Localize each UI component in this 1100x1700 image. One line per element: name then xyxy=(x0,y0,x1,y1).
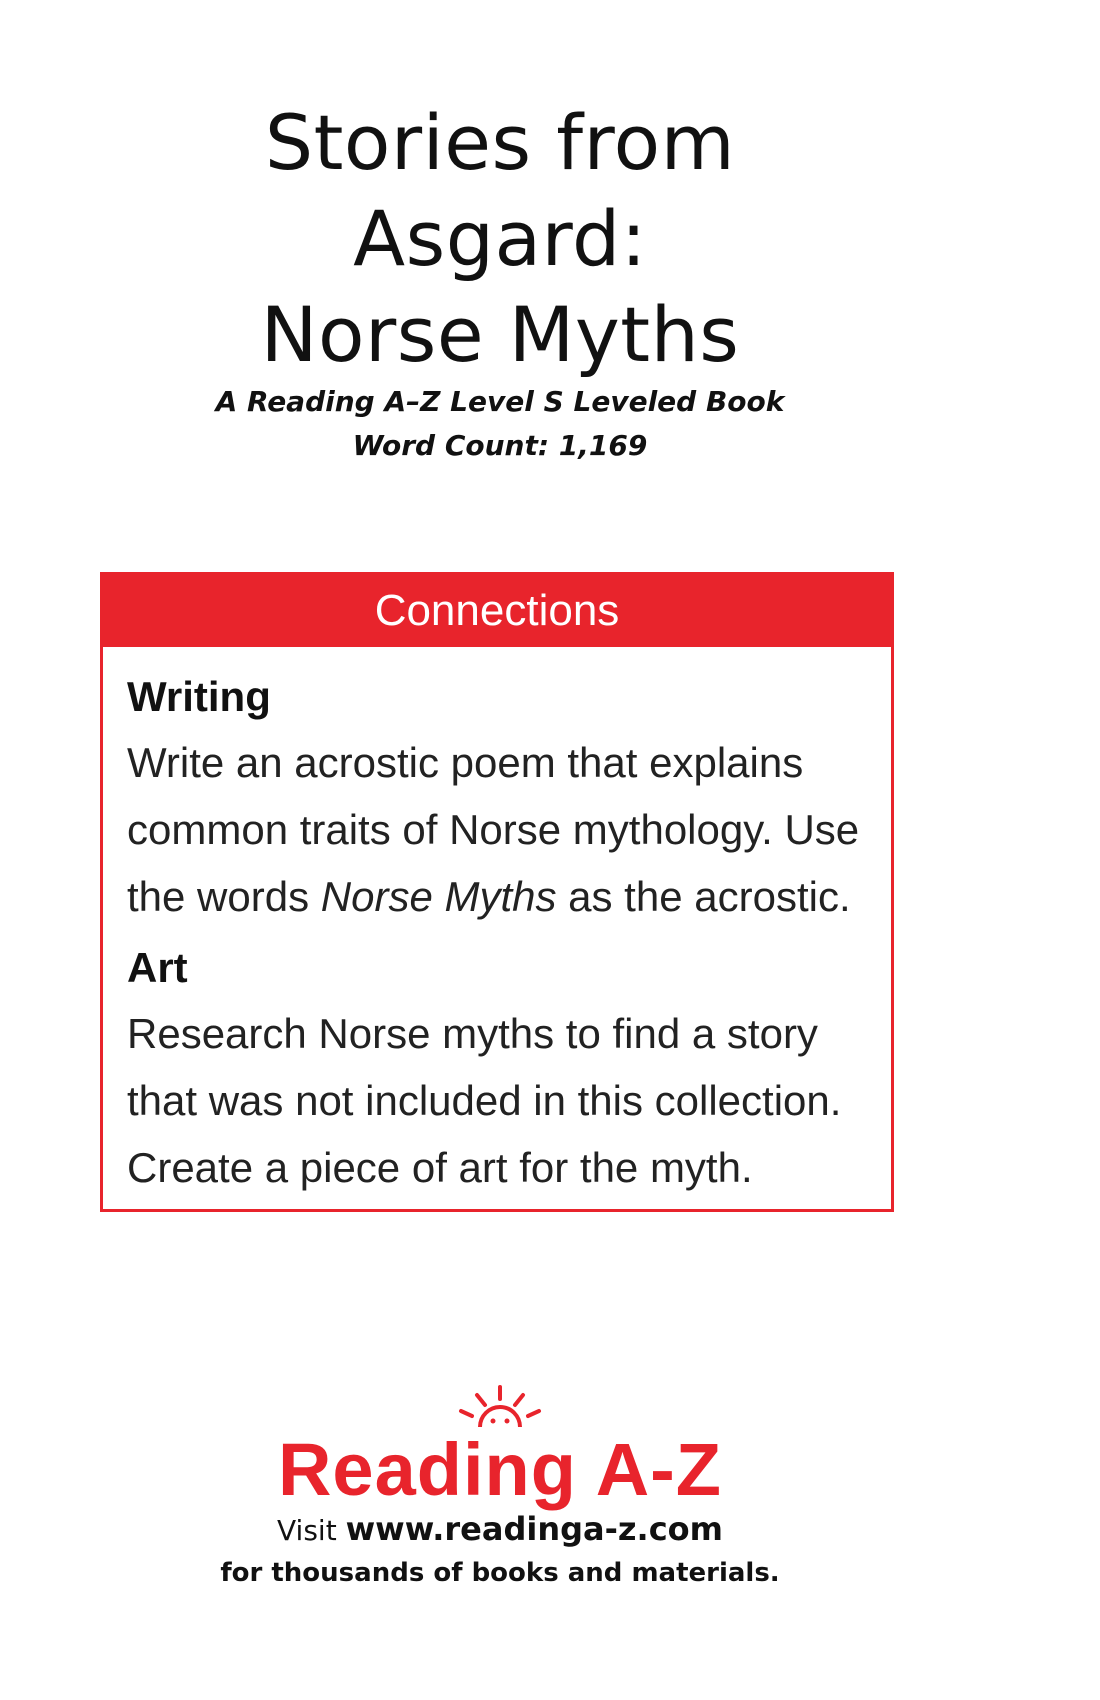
footer-tagline: for thousands of books and materials. xyxy=(220,1558,780,1588)
connections-body: Writing Write an acrostic poem that expl… xyxy=(103,647,891,1201)
writing-text-after: as the acrostic. xyxy=(556,873,851,920)
footer-url[interactable]: www.readinga-z.com xyxy=(345,1510,723,1548)
reading-az-logo: Reading A-Z xyxy=(100,1385,900,1515)
art-text: Research Norse myths to find a story tha… xyxy=(127,1010,842,1191)
writing-text-italic: Norse Myths xyxy=(320,873,557,920)
connections-box: Connections Writing Write an acrostic po… xyxy=(100,572,894,1212)
subtitle-block: A Reading A–Z Level S Leveled Book Word … xyxy=(100,380,900,468)
title-block: Stories from Asgard: Norse Myths xyxy=(100,95,900,383)
writing-text: Write an acrostic poem that explains com… xyxy=(127,729,867,930)
art-heading: Art xyxy=(127,944,188,991)
logo-text: Reading A-Z xyxy=(277,1428,722,1511)
writing-text-before: Write an acrostic poem that explains com… xyxy=(127,739,860,920)
writing-heading: Writing xyxy=(127,673,271,720)
word-count: Word Count: 1,169 xyxy=(352,429,648,462)
book-title-line-2: Asgard: xyxy=(353,194,647,283)
footer: Visit www.readinga-z.com for thousands o… xyxy=(100,1508,900,1594)
connections-header: Connections xyxy=(103,575,891,647)
footer-visit-line: Visit www.readinga-z.com xyxy=(100,1508,900,1552)
book-title-line-1: Stories from xyxy=(264,98,736,187)
sun-icon xyxy=(459,1385,541,1428)
book-subtitle: A Reading A–Z Level S Leveled Book xyxy=(215,385,785,418)
footer-visit: Visit xyxy=(277,1514,346,1547)
book-title-line-3: Norse Myths xyxy=(260,290,740,379)
